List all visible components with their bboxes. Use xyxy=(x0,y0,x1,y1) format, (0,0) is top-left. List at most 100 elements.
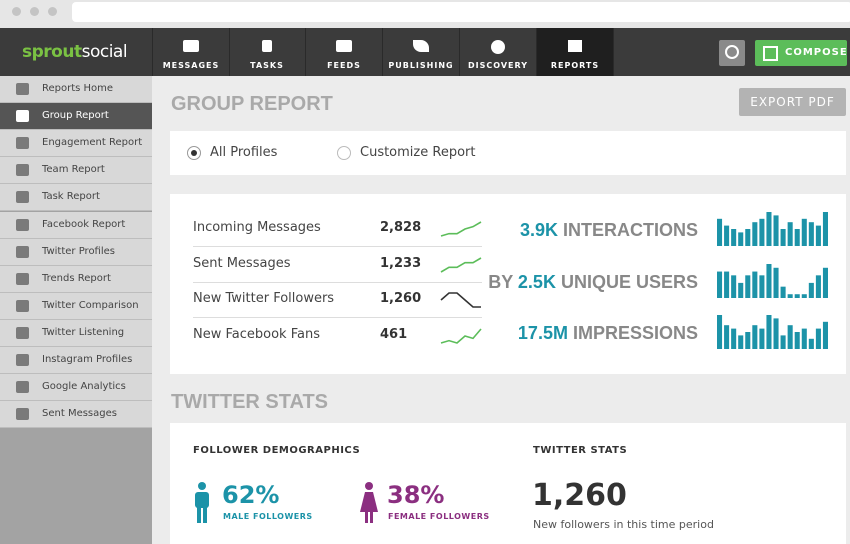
sidebar-item[interactable]: Engagement Report xyxy=(0,130,152,158)
bar xyxy=(815,274,821,298)
sidebar-label: Twitter Comparison xyxy=(42,299,139,311)
sparkline xyxy=(440,327,482,344)
metric-label: New Facebook Fans xyxy=(193,326,320,342)
sparkline-line xyxy=(440,221,482,237)
bar xyxy=(808,338,814,349)
metric-value: 2,828 xyxy=(380,220,422,235)
sidebar-label: Team Report xyxy=(42,164,105,176)
sidebar-label: Reports Home xyxy=(42,83,114,94)
sidebar-item[interactable]: Sent Messages xyxy=(0,401,152,429)
sidebar-icon xyxy=(16,354,29,366)
bar xyxy=(787,325,793,349)
sparkline xyxy=(440,292,481,308)
sidebar-item[interactable]: Group Report xyxy=(0,103,152,131)
bar xyxy=(745,229,751,246)
sidebar-icon xyxy=(16,408,29,421)
highlight: BY 2.5K UNIQUE USERS xyxy=(488,272,698,293)
nav-item[interactable]: REPORTS xyxy=(537,28,614,76)
radio-label[interactable]: All Profiles xyxy=(210,145,278,160)
sidebar-icon xyxy=(16,299,29,312)
bar xyxy=(766,315,772,349)
nav-label: PUBLISHING xyxy=(388,61,454,70)
sidebar-icon xyxy=(16,83,29,95)
stats-card: FOLLOWER DEMOGRAPHICS 62% MALE FOLLOWERS… xyxy=(170,423,846,544)
sidebar-item[interactable]: Trends Report xyxy=(0,265,152,293)
metric-value: 1,260 xyxy=(380,291,422,306)
bar xyxy=(724,271,730,298)
compose-label: COMPOSE xyxy=(785,47,848,58)
bar xyxy=(787,293,793,298)
bar xyxy=(787,222,793,246)
highlight-prefix: BY xyxy=(488,271,513,292)
bar xyxy=(759,274,765,298)
address-bar[interactable] xyxy=(72,2,850,22)
sidebar-icon xyxy=(16,191,29,204)
search-button[interactable] xyxy=(719,40,745,66)
sidebar-label: Facebook Report xyxy=(42,218,126,230)
sidebar-label: Instagram Profiles xyxy=(42,354,133,365)
export-button[interactable]: EXPORT PDF xyxy=(739,88,846,116)
sidebar-label: Group Report xyxy=(42,110,109,122)
logo[interactable]: sproutsocial xyxy=(22,42,128,62)
metric-label: New Twitter Followers xyxy=(193,291,335,306)
bar xyxy=(794,332,800,349)
sidebar-icon xyxy=(16,326,29,339)
row-divider xyxy=(193,317,482,318)
stat-value: 62% xyxy=(222,481,280,509)
sidebar-item[interactable]: Twitter Comparison xyxy=(0,292,152,320)
bar xyxy=(724,325,730,349)
sidebar-item[interactable]: Google Analytics xyxy=(0,374,152,402)
bar xyxy=(766,212,772,246)
highlight-label: IMPRESSIONS xyxy=(572,323,698,343)
top-nav: sproutsocial xyxy=(0,28,850,76)
sparkline-line xyxy=(440,256,482,273)
radio[interactable] xyxy=(187,146,201,160)
bar-chart xyxy=(717,315,828,349)
nav-item[interactable]: TASKS xyxy=(229,28,306,76)
compose-button[interactable]: COMPOSE xyxy=(755,40,847,66)
radio-label[interactable]: Customize Report xyxy=(360,145,476,160)
summary-card: Incoming Messages 2,828 Sent Messages 1,233… xyxy=(170,194,846,374)
bar xyxy=(801,328,807,349)
sparkline xyxy=(440,221,482,237)
sidebar-item[interactable]: Twitter Profiles xyxy=(0,238,152,266)
sidebar-label: Trends Report xyxy=(42,272,111,284)
nav-item[interactable]: DISCOVERY xyxy=(460,28,537,76)
nav-item[interactable]: PUBLISHING xyxy=(383,28,460,76)
sidebar-item[interactable]: Facebook Report xyxy=(0,211,152,239)
sidebar-item[interactable]: Team Report xyxy=(0,157,152,185)
sidebar-icon xyxy=(16,164,29,177)
radio[interactable] xyxy=(337,146,351,160)
sidebar-icon xyxy=(16,381,29,394)
bar-chart xyxy=(717,263,828,298)
bar xyxy=(794,229,800,246)
nav-item[interactable]: FEEDS xyxy=(306,28,383,76)
bar xyxy=(815,225,821,246)
card-heading: FOLLOWER DEMOGRAPHICS xyxy=(193,445,361,456)
highlight-value: 17.5M xyxy=(517,323,568,343)
bar xyxy=(738,282,744,298)
sparkline-line xyxy=(440,327,482,344)
nav-label: TASKS xyxy=(250,61,284,70)
logo-text: social xyxy=(81,42,128,62)
metric-value: 461 xyxy=(380,326,408,342)
female-icon xyxy=(360,482,378,523)
sparkline-line xyxy=(440,292,481,308)
bar xyxy=(808,222,814,246)
bar xyxy=(752,325,758,349)
sidebar-item[interactable]: Instagram Profiles xyxy=(0,347,152,374)
bar xyxy=(759,218,765,246)
bar xyxy=(773,267,779,298)
nav-item[interactable]: MESSAGES xyxy=(152,28,230,76)
nav-label: MESSAGES xyxy=(162,61,220,70)
sidebar-label: Google Analytics xyxy=(42,381,126,393)
bar-chart xyxy=(717,212,828,246)
nav-label: FEEDS xyxy=(327,61,361,70)
section-title: TWITTER STATS xyxy=(171,391,329,413)
options-card: All Profiles Customize Report xyxy=(170,131,846,175)
sidebar-item[interactable]: Twitter Listening xyxy=(0,319,152,347)
sidebar-item[interactable]: Reports Home xyxy=(0,76,152,103)
sidebar-item[interactable]: Task Report xyxy=(0,184,152,212)
highlight-label: UNIQUE USERS xyxy=(560,271,698,292)
